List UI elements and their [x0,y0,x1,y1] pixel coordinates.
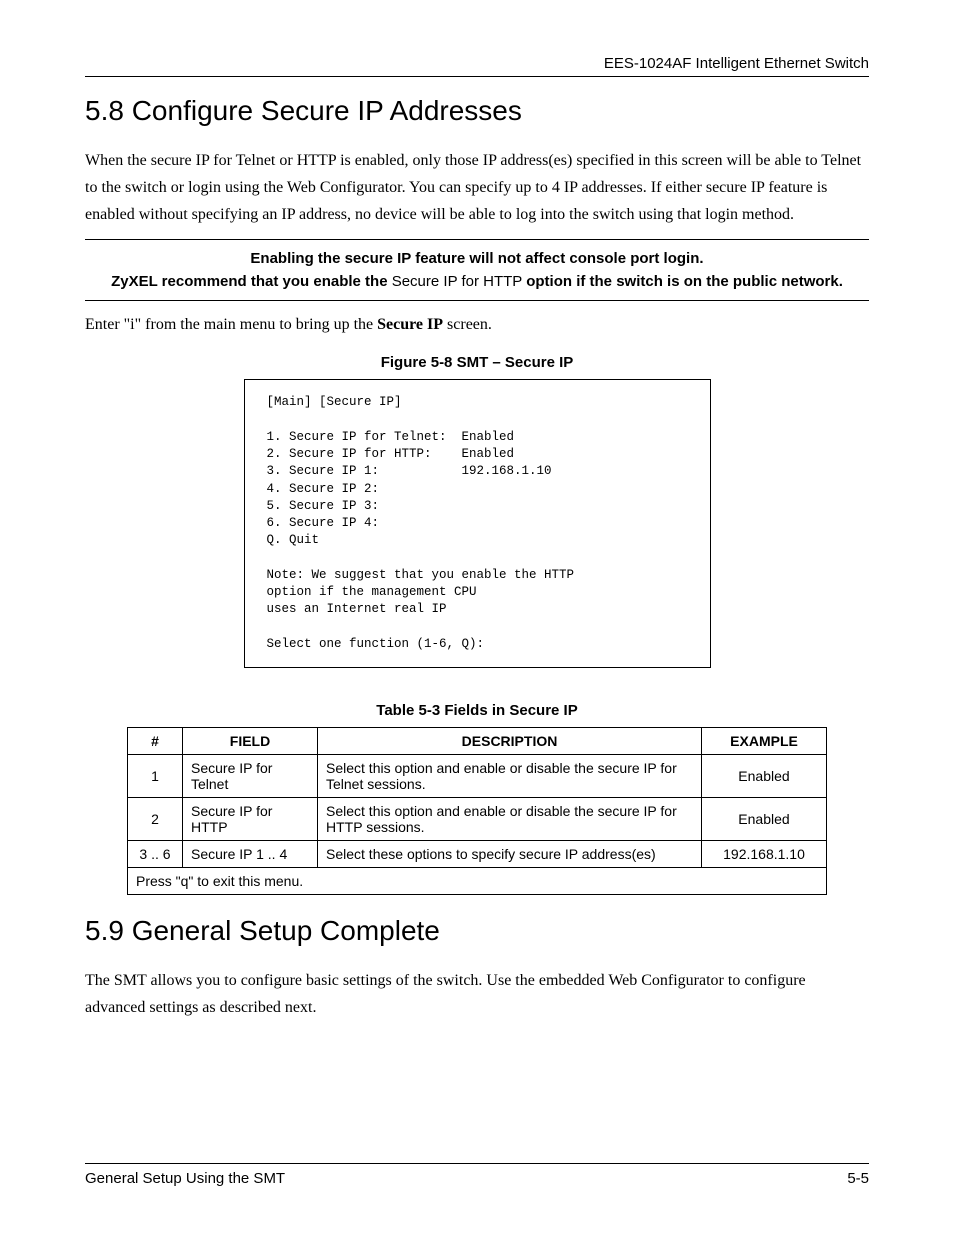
product-name: EES-1024AF Intelligent Ethernet Switch [85,55,869,72]
th-field: FIELD [183,728,318,755]
section-5-9-heading: 5.9 General Setup Complete [85,915,869,947]
footer-right: 5-5 [847,1170,869,1187]
cell-num: 3 .. 6 [128,841,183,868]
section-5-8-heading: 5.8 Configure Secure IP Addresses [85,95,869,127]
note-line-2: ZyXEL recommend that you enable the Secu… [85,270,869,293]
cell-desc: Select this option and enable or disable… [318,798,702,841]
section-5-8-paragraph: When the secure IP for Telnet or HTTP is… [85,147,869,229]
terminal-container: [Main] [Secure IP] 1. Secure IP for Teln… [85,379,869,668]
terminal-screen: [Main] [Secure IP] 1. Secure IP for Teln… [244,379,711,668]
note-line-1: Enabling the secure IP feature will not … [85,247,869,270]
cell-example: Enabled [702,798,827,841]
table-row: 3 .. 6 Secure IP 1 .. 4 Select these opt… [128,841,827,868]
page-footer: General Setup Using the SMT 5-5 [85,1163,869,1187]
cell-desc: Select this option and enable or disable… [318,755,702,798]
table-row: 1 Secure IP for Telnet Select this optio… [128,755,827,798]
note-line-2-suffix: option if the switch is on the public ne… [526,273,843,290]
cell-desc: Select these options to specify secure I… [318,841,702,868]
instruction-prefix: Enter "i" from the main menu to bring up… [85,316,377,333]
instruction-suffix: screen. [443,316,492,333]
page-header: EES-1024AF Intelligent Ethernet Switch [85,55,869,77]
table-row: 2 Secure IP for HTTP Select this option … [128,798,827,841]
cell-example: 192.168.1.10 [702,841,827,868]
fields-table: # FIELD DESCRIPTION EXAMPLE 1 Secure IP … [127,727,827,895]
note-line-2-prefix: ZyXEL recommend that you enable the [111,273,387,290]
figure-caption: Figure 5-8 SMT – Secure IP [85,354,869,371]
cell-field: Secure IP 1 .. 4 [183,841,318,868]
cell-field: Secure IP for HTTP [183,798,318,841]
note-line-2-mid: Secure IP for HTTP [388,273,527,290]
cell-num: 2 [128,798,183,841]
table-footer-row: Press "q" to exit this menu. [128,868,827,895]
cell-example: Enabled [702,755,827,798]
cell-field: Secure IP for Telnet [183,755,318,798]
table-header-row: # FIELD DESCRIPTION EXAMPLE [128,728,827,755]
table-caption: Table 5-3 Fields in Secure IP [85,702,869,719]
note-block: Enabling the secure IP feature will not … [85,239,869,302]
th-num: # [128,728,183,755]
footer-left: General Setup Using the SMT [85,1170,285,1187]
th-desc: DESCRIPTION [318,728,702,755]
table-footer-cell: Press "q" to exit this menu. [128,868,827,895]
th-example: EXAMPLE [702,728,827,755]
cell-num: 1 [128,755,183,798]
instruction-paragraph: Enter "i" from the main menu to bring up… [85,311,869,338]
section-5-9-paragraph: The SMT allows you to configure basic se… [85,967,869,1021]
instruction-bold: Secure IP [377,316,443,333]
